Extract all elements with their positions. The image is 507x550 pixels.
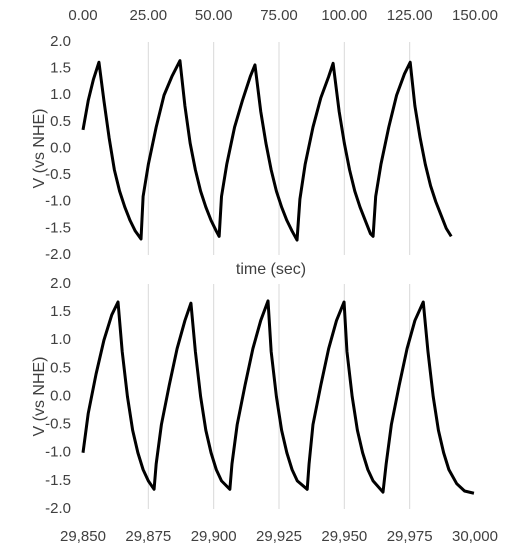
y-tick-label: 0.0 <box>50 387 71 404</box>
x-tick-label: 100.00 <box>321 7 367 24</box>
y-tick-label: 0.0 <box>50 139 71 156</box>
x-tick-label: 29,950 <box>321 528 367 545</box>
data-line <box>81 299 475 495</box>
y-tick-label: -1.0 <box>45 193 71 210</box>
x-axis-label: time (sec) <box>236 261 306 278</box>
y-tick-label: 1.0 <box>50 331 71 348</box>
x-tick-label: 29,925 <box>256 528 302 545</box>
data-line <box>81 59 453 242</box>
x-tick-label: 50.00 <box>195 7 233 24</box>
y-tick-label: -0.5 <box>45 166 71 183</box>
y-tick-label: 1.0 <box>50 86 71 103</box>
y-tick-label: -2.0 <box>45 246 71 263</box>
y-tick-label: -0.5 <box>45 416 71 433</box>
x-tick-label: 29,850 <box>60 528 106 545</box>
x-tick-label: 25.00 <box>130 7 168 24</box>
x-tick-label: 29,900 <box>191 528 237 545</box>
y-tick-label: 1.5 <box>50 60 71 77</box>
y-tick-label: -2.0 <box>45 500 71 517</box>
y-tick-label: 1.5 <box>50 303 71 320</box>
y-axis-label: V (vs NHE) <box>31 109 48 189</box>
x-tick-label: 150.00 <box>452 7 498 24</box>
x-tick-label: 29,975 <box>387 528 433 545</box>
y-tick-label: 2.0 <box>50 275 71 292</box>
y-tick-label: 2.0 <box>50 33 71 50</box>
y-tick-label: 0.5 <box>50 113 71 130</box>
y-tick-label: -1.5 <box>45 472 71 489</box>
y-tick-label: -1.5 <box>45 219 71 236</box>
x-tick-label: 125.00 <box>387 7 433 24</box>
x-tick-label: 30,000 <box>452 528 498 545</box>
x-tick-label: 0.00 <box>68 7 97 24</box>
x-tick-label: 75.00 <box>260 7 298 24</box>
y-tick-label: 0.5 <box>50 359 71 376</box>
x-tick-label: 29,875 <box>125 528 171 545</box>
y-tick-label: -1.0 <box>45 444 71 461</box>
y-axis-label: V (vs NHE) <box>31 357 48 437</box>
